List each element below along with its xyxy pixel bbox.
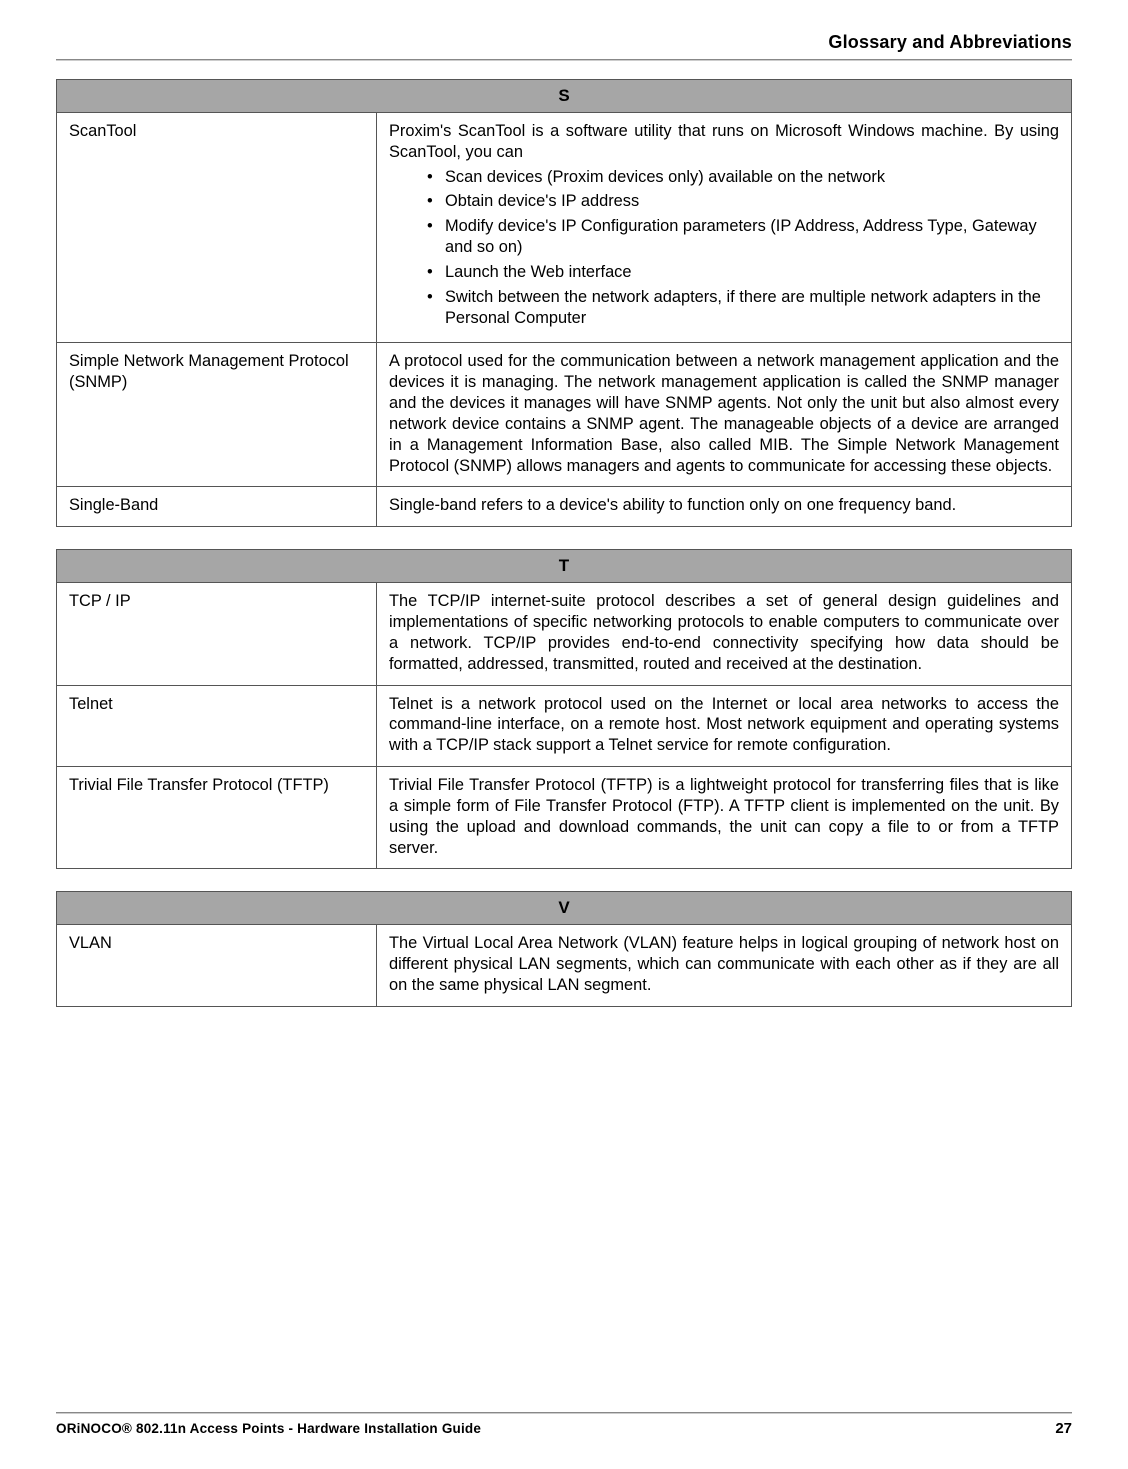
list-item: Launch the Web interface xyxy=(427,262,1059,283)
term-cell: TCP / IP xyxy=(57,583,377,685)
definition-text: Proxim's ScanTool is a software utility … xyxy=(389,121,1059,163)
header-rule xyxy=(56,59,1072,61)
definition-text: Trivial File Transfer Protocol (TFTP) is… xyxy=(389,775,1059,858)
glossary-table-v: V VLAN The Virtual Local Area Network (V… xyxy=(56,891,1072,1006)
table-row: ScanTool Proxim's ScanTool is a software… xyxy=(57,113,1072,343)
definition-cell: A protocol used for the communication be… xyxy=(377,343,1072,487)
list-item: Modify device's IP Configuration paramet… xyxy=(427,216,1059,258)
section-header-v: V xyxy=(57,892,1072,925)
term-cell: Simple Network Management Protocol (SNMP… xyxy=(57,343,377,487)
footer-page-number: 27 xyxy=(1055,1420,1072,1437)
footer-doc-title: ORiNOCO® 802.11n Access Points - Hardwar… xyxy=(56,1421,481,1436)
term-cell: VLAN xyxy=(57,925,377,1006)
list-item: Scan devices (Proxim devices only) avail… xyxy=(427,167,1059,188)
list-item: Obtain device's IP address xyxy=(427,191,1059,212)
table-row: Simple Network Management Protocol (SNMP… xyxy=(57,343,1072,487)
definition-cell: The Virtual Local Area Network (VLAN) fe… xyxy=(377,925,1072,1006)
list-item: Switch between the network adapters, if … xyxy=(427,287,1059,329)
definition-text: The TCP/IP internet-suite protocol descr… xyxy=(389,591,1059,674)
section-header-t: T xyxy=(57,550,1072,583)
definition-text: Single-band refers to a device's ability… xyxy=(389,495,1059,516)
definition-cell: Trivial File Transfer Protocol (TFTP) is… xyxy=(377,767,1072,869)
glossary-table-t: T TCP / IP The TCP/IP internet-suite pro… xyxy=(56,549,1072,869)
term-cell: Trivial File Transfer Protocol (TFTP) xyxy=(57,767,377,869)
definition-cell: Telnet is a network protocol used on the… xyxy=(377,685,1072,766)
table-row: Trivial File Transfer Protocol (TFTP) Tr… xyxy=(57,767,1072,869)
term-cell: Single-Band xyxy=(57,487,377,527)
page-header-title: Glossary and Abbreviations xyxy=(56,32,1072,53)
table-row: TCP / IP The TCP/IP internet-suite proto… xyxy=(57,583,1072,685)
term-cell: Telnet xyxy=(57,685,377,766)
table-row: VLAN The Virtual Local Area Network (VLA… xyxy=(57,925,1072,1006)
definition-list: Scan devices (Proxim devices only) avail… xyxy=(389,167,1059,329)
definition-cell: The TCP/IP internet-suite protocol descr… xyxy=(377,583,1072,685)
section-header-s: S xyxy=(57,80,1072,113)
glossary-table-s: S ScanTool Proxim's ScanTool is a softwa… xyxy=(56,79,1072,527)
table-row: Single-Band Single-band refers to a devi… xyxy=(57,487,1072,527)
definition-text: The Virtual Local Area Network (VLAN) fe… xyxy=(389,933,1059,995)
definition-text: Telnet is a network protocol used on the… xyxy=(389,694,1059,756)
table-row: Telnet Telnet is a network protocol used… xyxy=(57,685,1072,766)
term-cell: ScanTool xyxy=(57,113,377,343)
footer-rule xyxy=(56,1412,1072,1414)
definition-cell: Proxim's ScanTool is a software utility … xyxy=(377,113,1072,343)
definition-cell: Single-band refers to a device's ability… xyxy=(377,487,1072,527)
page-footer: ORiNOCO® 802.11n Access Points - Hardwar… xyxy=(56,1412,1072,1437)
definition-text: A protocol used for the communication be… xyxy=(389,351,1059,476)
